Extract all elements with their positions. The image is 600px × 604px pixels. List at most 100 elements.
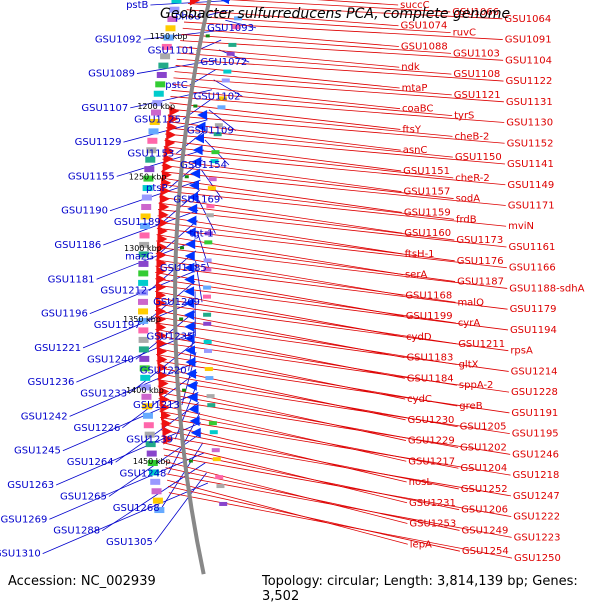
cog-category-block <box>149 128 159 134</box>
gene-label: GSU1265 <box>60 491 107 502</box>
gene-label: GSU1185 <box>160 263 207 274</box>
gene-label: GSU1152 <box>507 138 554 149</box>
cog-category-block <box>212 448 220 452</box>
cog-category-block <box>209 421 217 425</box>
cog-category-block <box>222 78 230 82</box>
gene-label: tgt-1 <box>189 229 213 240</box>
cog-category-block <box>154 91 164 97</box>
cog-category-block <box>228 43 236 47</box>
gene-label: GSU1231 <box>409 498 456 509</box>
kbp-tick-mark <box>179 318 183 321</box>
gene-label: GSU1254 <box>462 546 509 557</box>
cog-category-block <box>207 403 215 407</box>
cog-category-block <box>155 81 165 87</box>
gene-label: GSU1245 <box>14 446 61 457</box>
gene-label: GSU1194 <box>510 325 557 336</box>
gene-label: coaBC <box>402 104 433 115</box>
gene-label: lepA <box>410 539 432 550</box>
gene-label: GSU1249 <box>462 525 509 536</box>
cog-category-block <box>205 376 213 380</box>
gene-label: GSU1183 <box>406 353 453 364</box>
cog-category-block <box>144 166 154 172</box>
cog-category-block <box>227 52 235 56</box>
gene-label: frdB <box>456 214 477 225</box>
gene-label: cydD <box>406 332 432 343</box>
cog-category-block <box>165 25 175 31</box>
reverse-gene-arrow <box>190 0 200 5</box>
gene-label: GSU1268 <box>113 503 160 514</box>
gene-label: nosL <box>409 477 433 488</box>
gene-label: rpsA <box>510 346 533 357</box>
gene-label: pstC <box>165 80 187 91</box>
gene-label: GSU1236 <box>27 377 74 388</box>
gene-label: asnC <box>403 145 428 156</box>
gene-label: GSU1195 <box>512 429 559 440</box>
forward-gene-arrow <box>189 180 199 190</box>
gene-label: GSU1129 <box>75 137 122 148</box>
gene-label: GSU1101 <box>148 46 195 57</box>
gene-label: pstB <box>126 0 148 11</box>
gene-label: GSU1230 <box>408 415 455 426</box>
map-title: Geobacter sulfurreducens PCA, complete g… <box>160 6 510 22</box>
gene-label: GSU1153 <box>127 149 174 160</box>
cog-category-block <box>157 72 167 78</box>
gene-label: GSU1223 <box>514 532 561 543</box>
leader-line <box>164 455 511 517</box>
cog-category-block <box>147 138 157 144</box>
gene-label: GSU1125 <box>134 114 181 125</box>
forward-gene-arrow <box>184 310 194 320</box>
gene-label: GSU1206 <box>461 505 508 516</box>
gene-label: ndk <box>401 62 420 73</box>
reverse-gene-arrow <box>166 130 176 140</box>
gene-label: GSU1102 <box>194 91 241 102</box>
gene-label: GSU1159 <box>404 207 451 218</box>
cog-category-block <box>204 258 212 262</box>
gene-label: GSU1248 <box>120 469 167 480</box>
gene-label: GSU1121 <box>454 90 501 101</box>
gene-label: GSU1130 <box>506 118 553 129</box>
reverse-gene-arrow <box>165 138 175 148</box>
gene-label: GSU1196 <box>41 309 88 320</box>
gene-label: GSU1221 <box>34 343 81 354</box>
gene-label: GSU1305 <box>106 537 153 548</box>
leader-line <box>167 480 408 544</box>
kbp-tick-mark <box>193 105 197 108</box>
gene-label: GSU1157 <box>403 187 450 198</box>
gene-label: GSU1091 <box>505 35 552 46</box>
gene-label: GSU1217 <box>408 456 455 467</box>
reverse-gene-arrow <box>157 346 167 356</box>
gene-label: GSU1149 <box>507 180 554 191</box>
gene-label: GSU1173 <box>456 235 503 246</box>
cog-category-block <box>211 150 219 154</box>
gene-label: GSU1269 <box>1 514 48 525</box>
gene-label: ftsY <box>402 124 421 135</box>
gene-label: GSU1204 <box>460 463 507 474</box>
gene-label: GSU1197 <box>94 320 141 331</box>
gene-label: GSU1205 <box>460 422 507 433</box>
gene-label: GSU1288 <box>53 526 100 537</box>
gene-label: serA <box>405 270 427 281</box>
gene-label: GSU1199 <box>406 311 453 322</box>
gene-label: GSU1181 <box>48 274 95 285</box>
cog-category-block <box>204 240 212 244</box>
kbp-tick-label: 1200 kbp <box>137 102 175 111</box>
cog-category-block <box>158 63 168 69</box>
forward-gene-arrow <box>186 216 196 226</box>
gene-label: GSU1252 <box>461 484 508 495</box>
gene-label: GSU1226 <box>73 423 120 434</box>
cog-category-block <box>204 349 212 353</box>
gene-label: GSU1209 <box>153 297 200 308</box>
cog-category-block <box>138 270 148 276</box>
cog-category-block <box>138 299 148 305</box>
gene-label: GSU1171 <box>508 200 555 211</box>
gene-label: GSU1161 <box>508 242 555 253</box>
gene-label: GSU1253 <box>409 519 456 530</box>
leader-line <box>165 461 408 523</box>
gene-label: GSU1211 <box>458 339 505 350</box>
gene-label: mazG <box>125 251 154 262</box>
cog-category-block <box>210 430 218 434</box>
gene-label: GSU1310 <box>0 549 41 560</box>
kbp-tick-mark <box>182 389 186 392</box>
gene-label: GSU1222 <box>513 512 560 523</box>
